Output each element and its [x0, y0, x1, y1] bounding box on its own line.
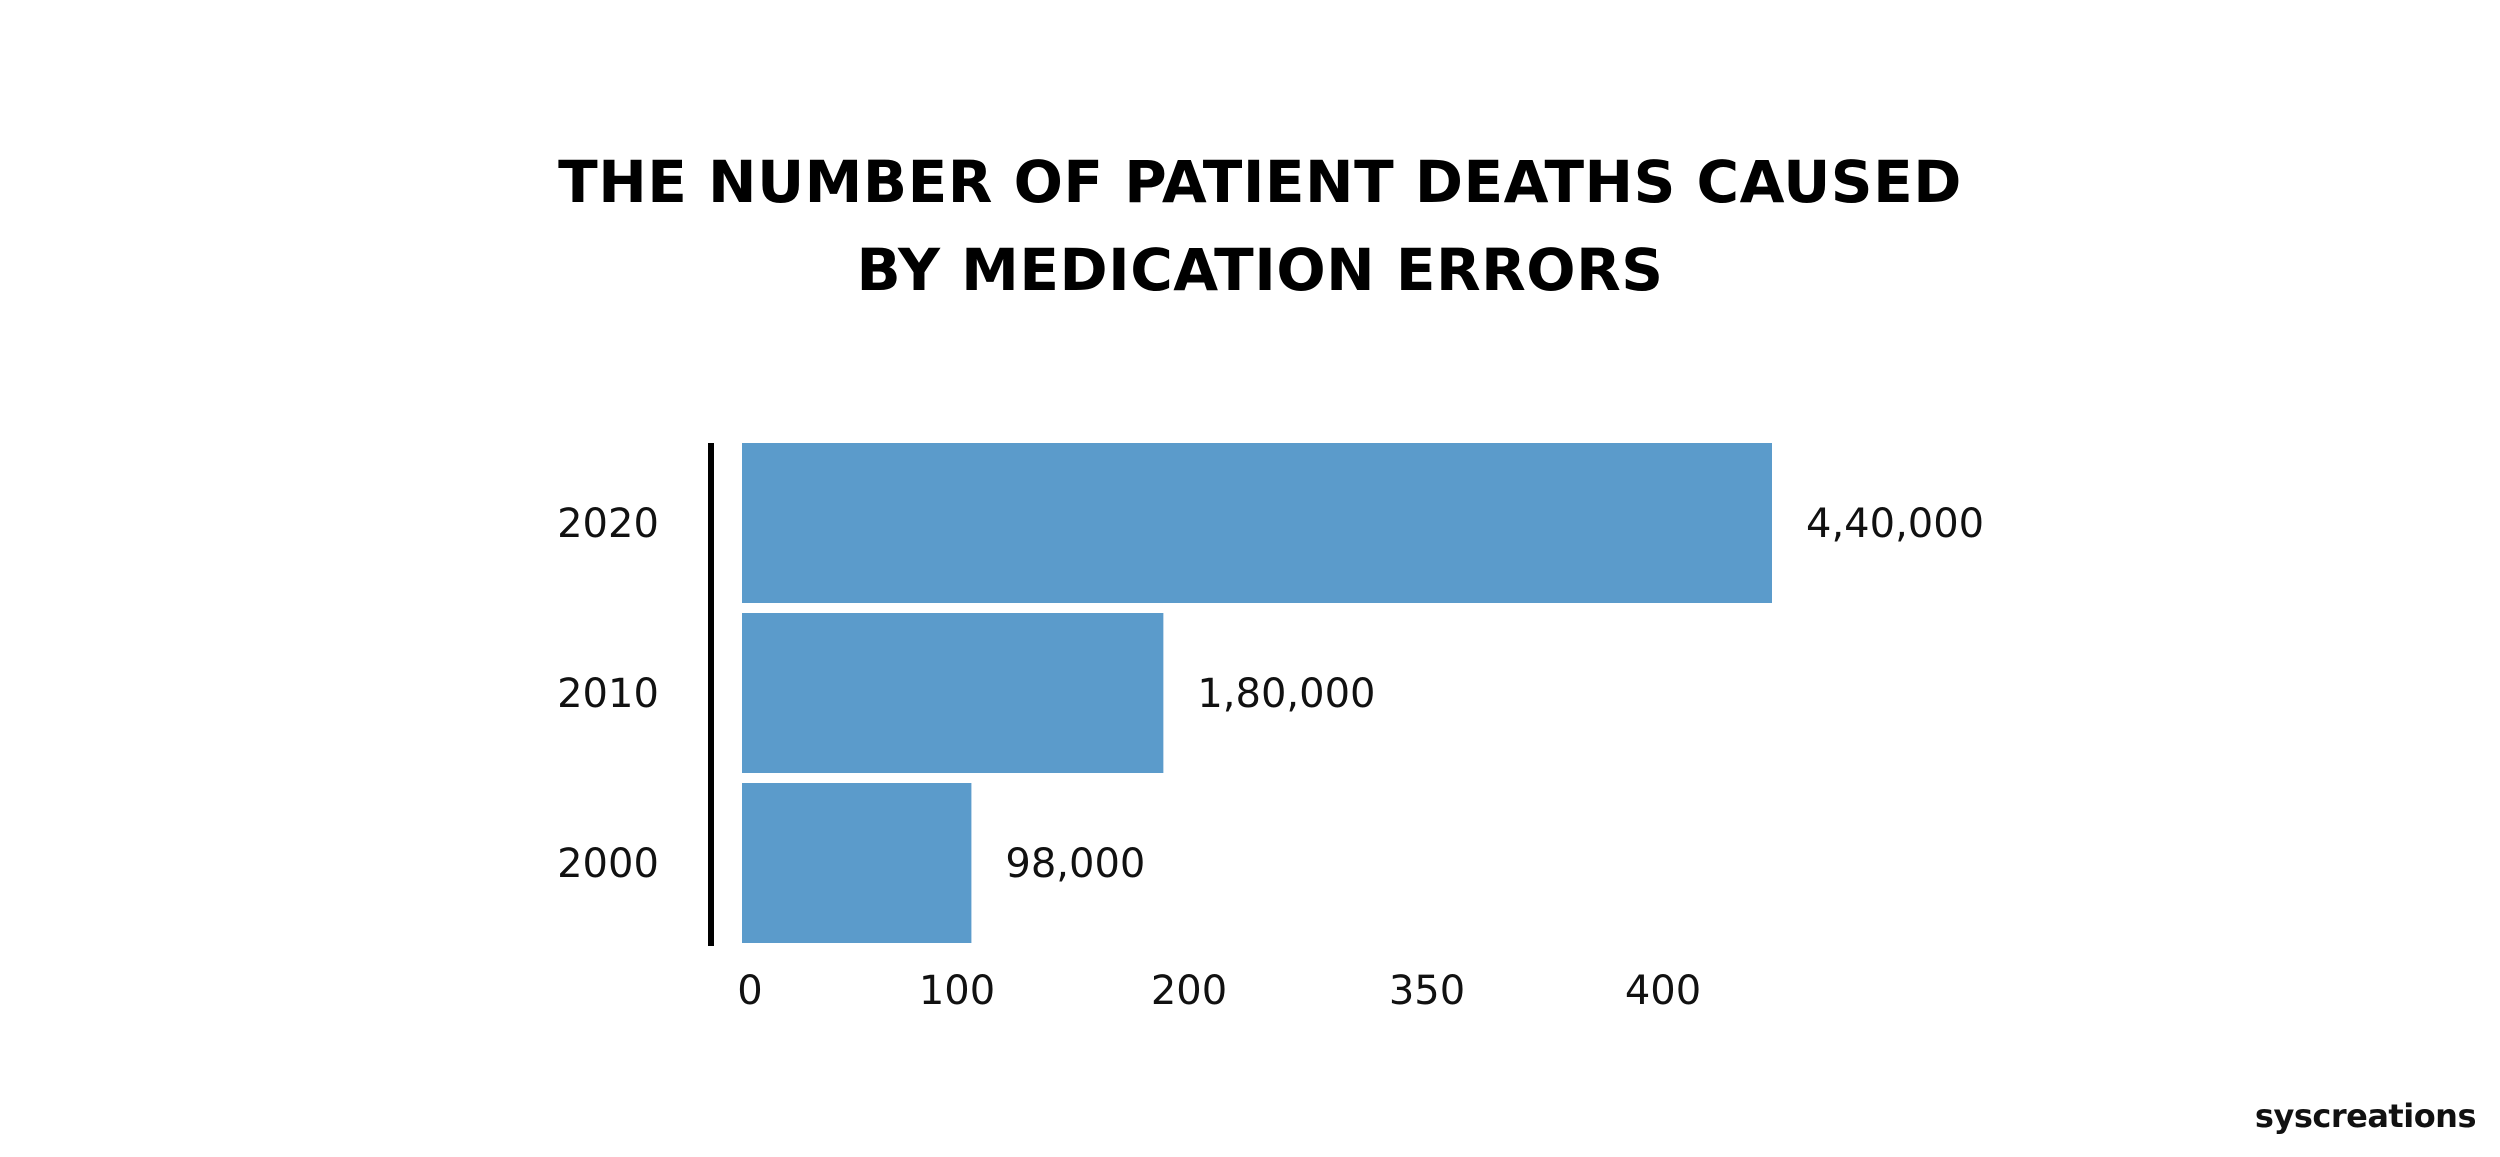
x-tick-label-400: 400 [1625, 968, 1701, 1014]
x-tick-label-0: 0 [737, 968, 762, 1014]
category-label-2010: 2010 [557, 671, 659, 717]
bar-2000 [742, 783, 972, 943]
syscreations-logo: syscreations [2254, 1097, 2477, 1135]
x-tick-label-350: 350 [1389, 968, 1465, 1014]
bar-2020 [742, 443, 1772, 603]
value-label-2020: 4,40,000 [1806, 501, 1984, 547]
chart-title: THE NUMBER OF PATIENT DEATHS CAUSED BY M… [0, 138, 2500, 314]
value-label-2010: 1,80,000 [1197, 671, 1375, 717]
x-tick-label-200: 200 [1151, 968, 1227, 1014]
bar-2010 [742, 613, 1164, 773]
category-label-2000: 2000 [557, 841, 659, 887]
category-label-2020: 2020 [557, 501, 659, 547]
chart-title-line-1: THE NUMBER OF PATIENT DEATHS CAUSED [558, 148, 1962, 216]
chart-title-line-2: BY MEDICATION ERRORS [856, 236, 1664, 304]
x-tick-label-100: 100 [919, 968, 995, 1014]
value-label-2000: 98,000 [1005, 841, 1145, 887]
